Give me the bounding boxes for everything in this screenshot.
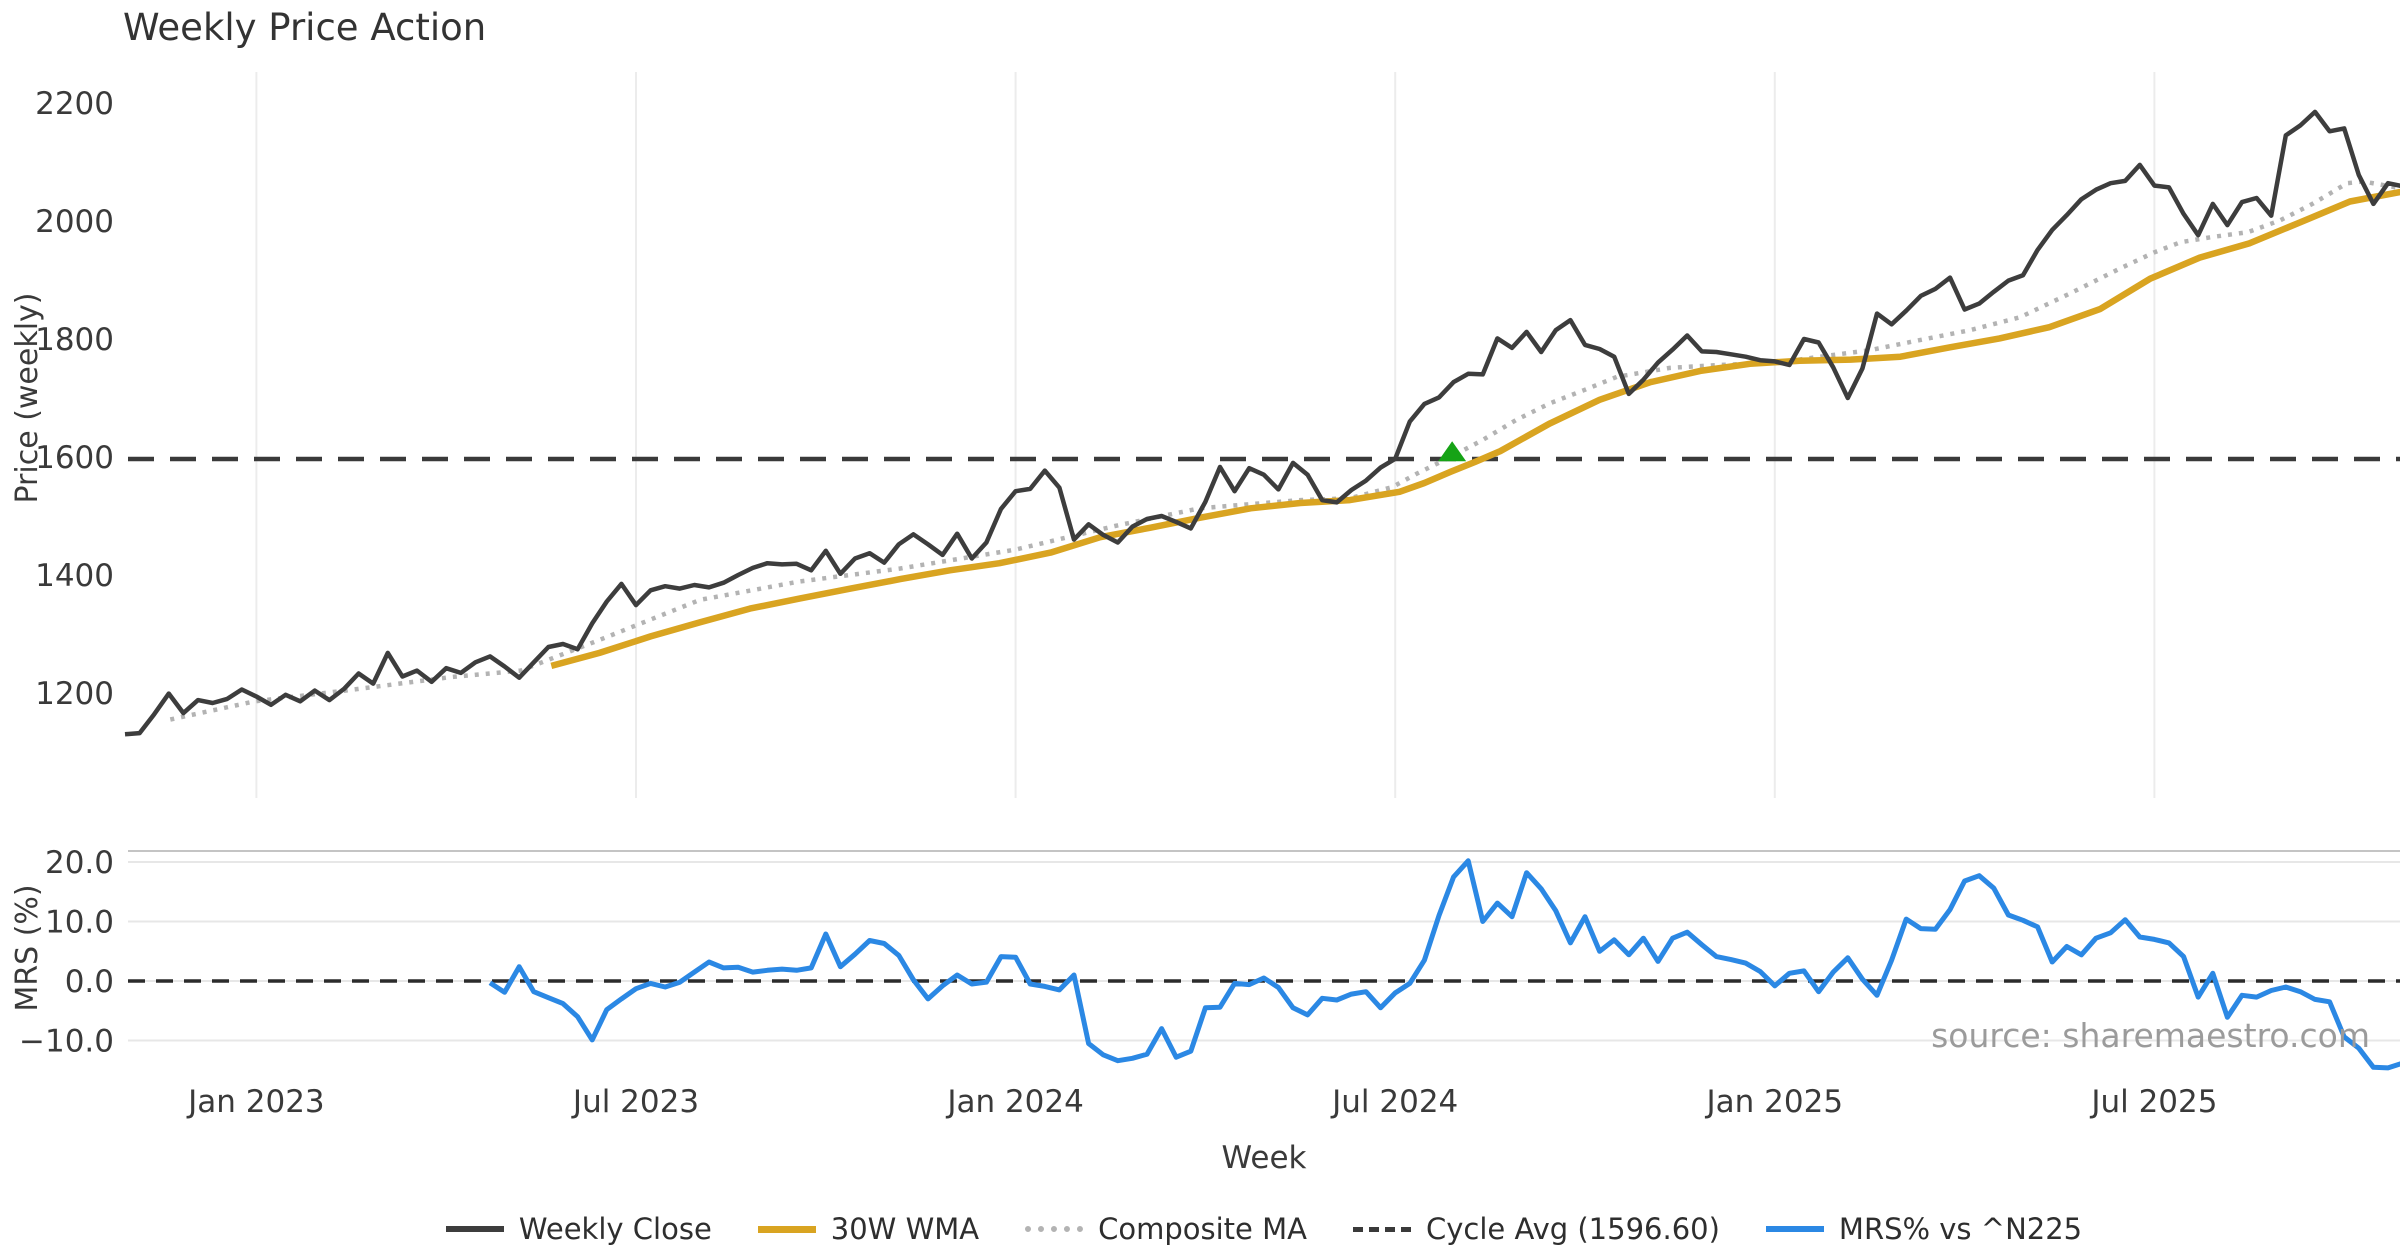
solid-gold-line-swatch-icon <box>757 1225 816 1233</box>
dashed-dark-line-swatch-icon <box>1352 1226 1411 1232</box>
x-tick-label: Jan 2023 <box>186 1084 325 1120</box>
legend-item-composite-ma: Composite MA <box>1025 1212 1307 1246</box>
legend-label: Weekly Close <box>518 1212 712 1246</box>
solid-dark-line-swatch-icon <box>445 1226 504 1232</box>
price-y-tick-label: 1200 <box>35 676 114 712</box>
mrs-y-axis-label: MRS (%) <box>10 884 45 1012</box>
price-y-tick-label: 2000 <box>35 204 114 240</box>
composite-ma-line <box>169 179 2400 722</box>
buy-signal-triangle-icon <box>1438 441 1467 462</box>
dotted-gray-line-swatch-icon <box>1025 1226 1084 1232</box>
legend-item-weekly-close: Weekly Close <box>445 1212 712 1246</box>
legend-item-30w-wma: 30W WMA <box>757 1212 980 1246</box>
x-tick-label: Jul 2023 <box>571 1084 699 1120</box>
mrs-y-tick-label: 20.0 <box>45 845 114 881</box>
x-tick-label: Jul 2024 <box>1330 1084 1458 1120</box>
price-y-axis-label: Price (weekly) <box>10 292 45 504</box>
x-tick-label: Jul 2025 <box>2089 1084 2217 1120</box>
x-tick-label: Jan 2024 <box>945 1084 1084 1120</box>
price-y-tick-label: 2200 <box>35 86 114 122</box>
legend-label: Cycle Avg (1596.60) <box>1425 1212 1720 1246</box>
mrs-y-tick-label: −10.0 <box>19 1024 114 1060</box>
legend-label: MRS% vs ^N225 <box>1838 1212 2083 1246</box>
x-axis-label: Week <box>1221 1140 1307 1176</box>
legend-item-mrs: MRS% vs ^N225 <box>1765 1212 2083 1246</box>
legend-label: 30W WMA <box>830 1212 980 1246</box>
legend-label: Composite MA <box>1098 1212 1307 1246</box>
wma-30w-line <box>550 188 2400 670</box>
price-y-tick-label: 1800 <box>35 322 114 358</box>
page-title: Weekly Price Action <box>123 6 487 49</box>
price-y-tick-label: 1400 <box>35 558 114 594</box>
mrs-y-tick-label: 0.0 <box>65 964 114 1000</box>
legend: Weekly Close 30W WMA Composite MA Cycle … <box>128 1212 2400 1246</box>
mrs-y-tick-label: 10.0 <box>45 905 114 941</box>
mrs-line <box>488 858 2400 1071</box>
legend-item-cycle-avg: Cycle Avg (1596.60) <box>1352 1212 1720 1246</box>
solid-blue-line-swatch-icon <box>1765 1226 1824 1232</box>
weekly-close-line <box>124 109 2400 737</box>
source-watermark: source: sharemaestro.com <box>1931 1016 2370 1055</box>
price-y-tick-label: 1600 <box>35 440 114 476</box>
x-tick-label: Jan 2025 <box>1705 1084 1844 1120</box>
